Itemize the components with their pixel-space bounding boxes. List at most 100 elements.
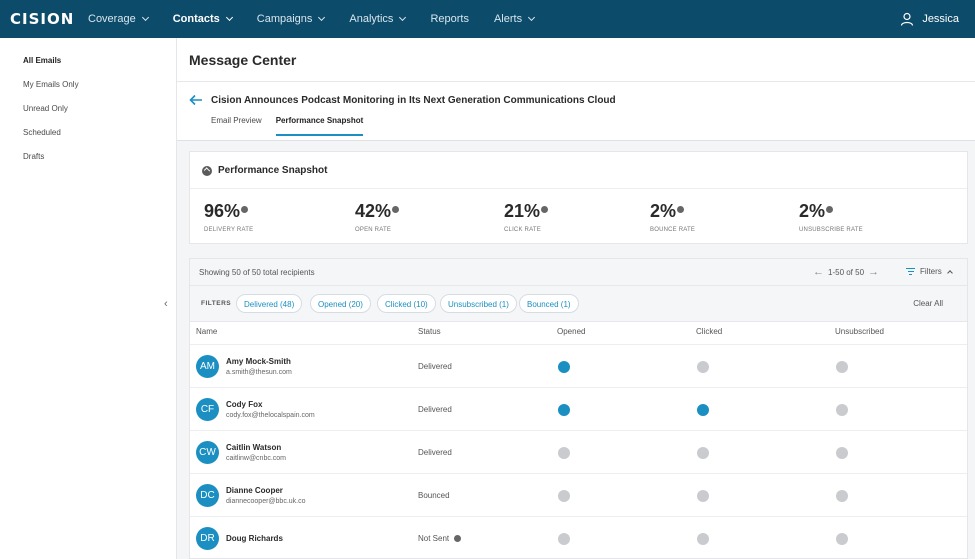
unsubscribed-indicator: [836, 490, 848, 502]
sidebar-item-unread-only[interactable]: Unread Only: [23, 104, 68, 113]
metric-value: 2%: [799, 201, 826, 221]
sidebar-item-my-emails-only[interactable]: My Emails Only: [23, 80, 79, 89]
filter-chip-unsubscribed[interactable]: Unsubscribed (1): [440, 294, 517, 313]
page-title: Message Center: [189, 52, 297, 68]
page-range: 1-50 of 50: [828, 267, 865, 277]
opened-indicator: [558, 361, 570, 373]
filter-chip-opened[interactable]: Opened (20): [310, 294, 371, 313]
user-menu[interactable]: Jessica: [900, 0, 959, 38]
collapse-sidebar-icon[interactable]: ‹: [164, 298, 168, 310]
column-header-status[interactable]: Status: [418, 327, 441, 336]
recipient-status: Bounced: [418, 491, 450, 500]
recipient-email: diannecooper@bbc.uk.co: [226, 498, 306, 505]
user-icon: [901, 12, 914, 26]
unsubscribed-indicator: [836, 447, 848, 459]
nav-item-analytics[interactable]: Analytics: [349, 0, 407, 38]
prev-page-icon[interactable]: ←: [813, 266, 824, 278]
clear-all-button[interactable]: Clear All: [913, 299, 943, 308]
recipient-name: Amy Mock-Smith: [226, 357, 291, 366]
metric-label: CLICK RATE: [504, 227, 541, 233]
nav-item-campaigns[interactable]: Campaigns: [257, 0, 326, 38]
sidebar-item-scheduled[interactable]: Scheduled: [23, 128, 61, 137]
info-icon[interactable]: [392, 206, 400, 213]
back-arrow-icon[interactable]: [189, 94, 203, 106]
metric-delivery-rate: 96% DELIVERY RATE: [204, 201, 253, 233]
info-icon[interactable]: [241, 206, 249, 213]
table-row[interactable]: DR Doug Richards Not Sent: [190, 516, 967, 559]
recipient-name: Dianne Cooper: [226, 486, 283, 495]
info-icon[interactable]: [826, 206, 834, 213]
table-row[interactable]: CW Caitlin Watson caitlinw@cnbc.com Deli…: [190, 430, 967, 473]
info-icon[interactable]: [541, 206, 549, 213]
cision-logo[interactable]: CISION: [10, 10, 73, 28]
next-page-icon[interactable]: →: [868, 266, 880, 278]
tab-performance-snapshot[interactable]: Performance Snapshot: [275, 116, 364, 136]
avatar: DR: [196, 527, 219, 550]
unsubscribed-indicator: [836, 404, 848, 416]
opened-indicator: [558, 447, 570, 459]
unsubscribed-indicator: [836, 361, 848, 373]
recipient-status: Not Sent: [418, 534, 462, 543]
table-row[interactable]: CF Cody Fox cody.fox@thelocalspain.com D…: [190, 387, 967, 430]
metric-open-rate: 42% OPEN RATE: [355, 201, 400, 233]
metric-label: BOUNCE RATE: [650, 227, 696, 233]
sidebar: All Emails My Emails Only Unread Only Sc…: [0, 38, 177, 559]
unsubscribed-indicator: [836, 533, 848, 545]
metric-click-rate: 21% CLICK RATE: [504, 201, 549, 233]
metric-value: 42%: [355, 201, 392, 221]
chevron-down-icon: [399, 13, 407, 22]
chevron-down-icon: [318, 13, 326, 22]
snapshot-header: Performance Snapshot: [202, 165, 327, 176]
logo-text: CISION: [10, 10, 75, 28]
avatar: CW: [196, 441, 219, 464]
metric-unsubscribe-rate: 2% UNSUBSCRIBE RATE: [799, 201, 863, 233]
info-icon[interactable]: [454, 535, 462, 542]
recipient-email: cody.fox@thelocalspain.com: [226, 412, 315, 419]
sidebar-item-drafts[interactable]: Drafts: [23, 152, 45, 161]
table-row[interactable]: DC Dianne Cooper diannecooper@bbc.uk.co …: [190, 473, 967, 516]
nav-item-alerts[interactable]: Alerts: [494, 0, 536, 38]
recipient-status: Delivered: [418, 405, 452, 414]
recipients-toolbar: Showing 50 of 50 total recipients ← 1-50…: [190, 259, 967, 286]
email-tabs: Email Preview Performance Snapshot: [211, 116, 377, 136]
filter-chip-clicked[interactable]: Clicked (10): [377, 294, 436, 313]
column-header-unsubscribed[interactable]: Unsubscribed: [835, 327, 884, 336]
metric-value: 96%: [204, 201, 241, 221]
top-nav: CISION Coverage Contacts Campaigns Analy…: [0, 0, 975, 38]
info-icon[interactable]: [677, 206, 685, 213]
nav-item-reports[interactable]: Reports: [430, 13, 469, 25]
snapshot-title: Performance Snapshot: [218, 165, 328, 176]
metric-label: UNSUBSCRIBE RATE: [799, 227, 863, 233]
column-header-opened[interactable]: Opened: [557, 327, 586, 336]
recipient-email: a.smith@thesun.com: [226, 369, 292, 376]
sidebar-item-all-emails[interactable]: All Emails: [23, 56, 62, 65]
filters-toggle-button[interactable]: Filters: [906, 267, 953, 276]
email-title: Cision Announces Podcast Monitoring in I…: [211, 95, 616, 106]
nav-item-coverage[interactable]: Coverage: [88, 0, 149, 38]
filters-label: Filters: [920, 267, 942, 276]
recipient-email: caitlinw@cnbc.com: [226, 455, 287, 462]
recipient-name: Cody Fox: [226, 400, 263, 409]
avatar: AM: [196, 355, 219, 378]
column-header-clicked[interactable]: Clicked: [696, 327, 723, 336]
snapshot-icon: [202, 165, 212, 176]
clicked-indicator: [697, 361, 709, 373]
column-header-name[interactable]: Name: [196, 327, 218, 336]
table-row[interactable]: AM Amy Mock-Smith a.smith@thesun.com Del…: [190, 344, 967, 387]
page-header: Message Center: [177, 38, 975, 82]
recipients-panel: Showing 50 of 50 total recipients ← 1-50…: [189, 258, 968, 559]
clicked-indicator: [697, 447, 709, 459]
opened-indicator: [558, 533, 570, 545]
filter-icon: [906, 268, 915, 276]
filter-chip-delivered[interactable]: Delivered (48): [236, 294, 303, 313]
opened-indicator: [558, 490, 570, 502]
nav-item-contacts[interactable]: Contacts: [173, 0, 233, 38]
filter-chip-bounced[interactable]: Bounced (1): [519, 294, 579, 313]
nav-menu: Coverage Contacts Campaigns Analytics Re…: [88, 0, 559, 38]
avatar: DC: [196, 484, 219, 507]
tab-email-preview[interactable]: Email Preview: [211, 116, 262, 125]
clicked-indicator: [697, 490, 709, 502]
clicked-indicator: [697, 404, 709, 416]
recipient-status: Delivered: [418, 362, 452, 371]
recipient-name: Caitlin Watson: [226, 443, 282, 452]
